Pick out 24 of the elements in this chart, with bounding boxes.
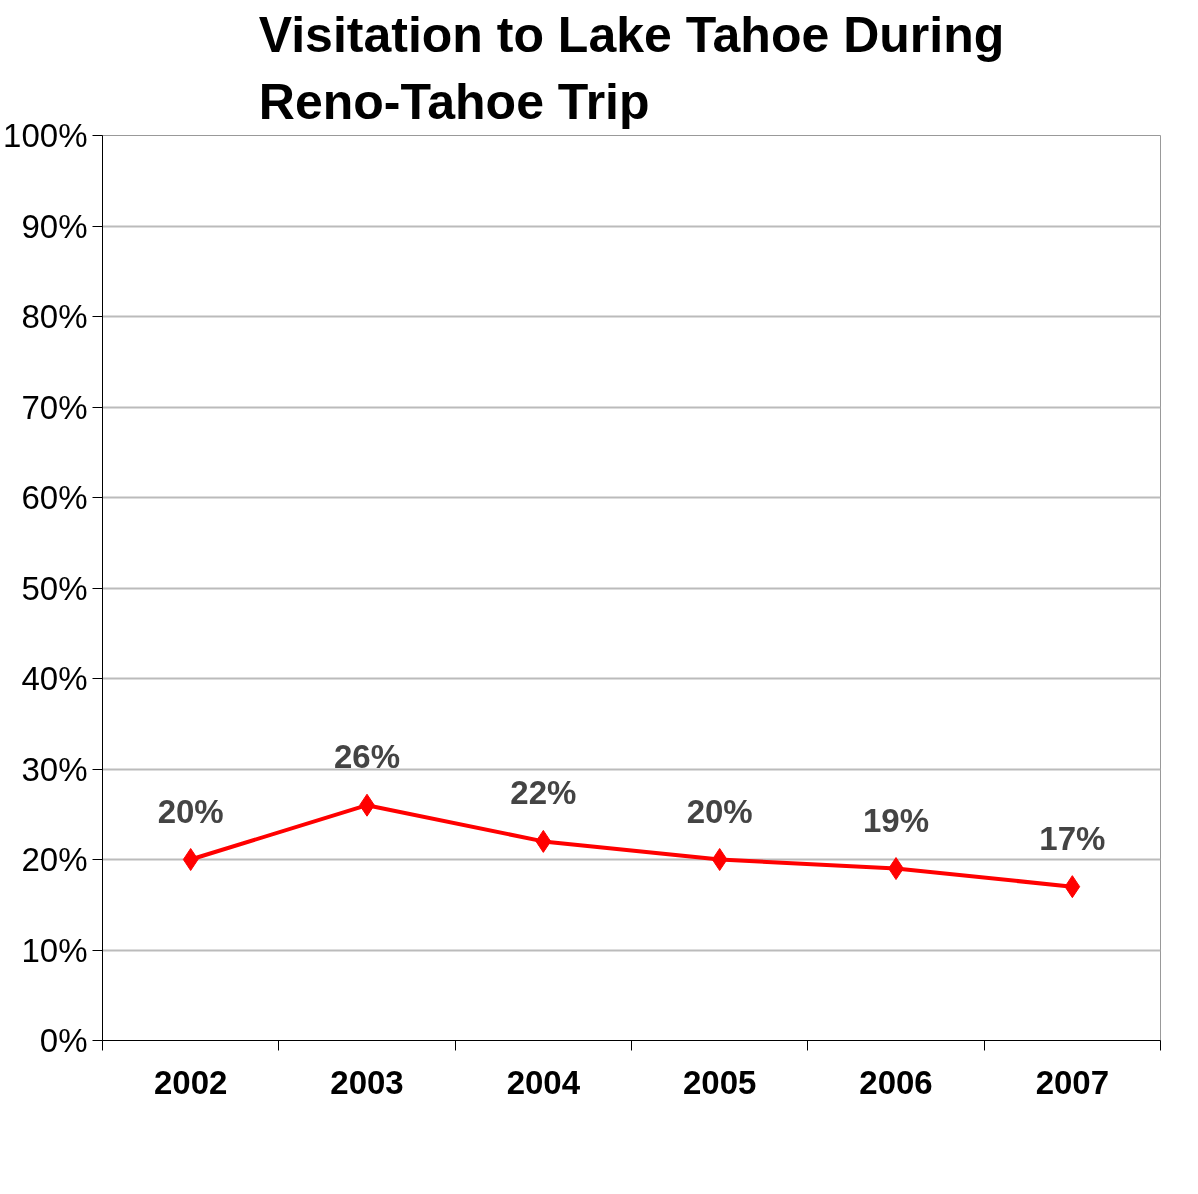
y-tick-label: 50% (21, 569, 88, 607)
chart-title: Visitation to Lake Tahoe During Reno-Tahoe Trip (258, 7, 1005, 131)
data-label: 19% (862, 801, 930, 839)
data-label: 22% (510, 774, 577, 812)
x-tick-label: 2005 (682, 1063, 757, 1101)
y-tick-label: 90% (21, 207, 88, 245)
data-label: 20% (157, 792, 224, 830)
y-tick-label: 80% (21, 298, 88, 335)
data-label: 26% (333, 738, 401, 776)
x-tick-label: 2003 (330, 1063, 404, 1101)
x-tick-label: 2002 (153, 1063, 228, 1101)
y-tick-label: 100% (3, 117, 88, 154)
x-tick-label: 2007 (1035, 1063, 1110, 1101)
y-tick-label: 0% (39, 1022, 88, 1059)
y-tick-label: 10% (21, 931, 88, 969)
y-tick-label: 20% (21, 841, 88, 878)
x-tick-label: 2006 (859, 1063, 933, 1101)
y-tick-label: 30% (21, 750, 88, 788)
data-label: 20% (686, 792, 753, 830)
x-tick-label: 2004 (506, 1063, 581, 1101)
y-tick-label: 70% (21, 388, 88, 426)
y-tick-label: 40% (21, 660, 88, 697)
data-label: 17% (1039, 819, 1106, 857)
y-tick-label: 60% (21, 479, 88, 516)
